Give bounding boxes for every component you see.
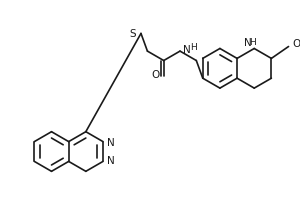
Text: N: N <box>244 38 252 48</box>
Text: O: O <box>292 39 300 49</box>
Text: H: H <box>190 43 197 52</box>
Text: N: N <box>183 45 191 55</box>
Text: H: H <box>249 38 256 47</box>
Text: O: O <box>152 70 160 80</box>
Text: S: S <box>130 29 136 39</box>
Text: N: N <box>107 156 115 166</box>
Text: N: N <box>107 138 115 148</box>
